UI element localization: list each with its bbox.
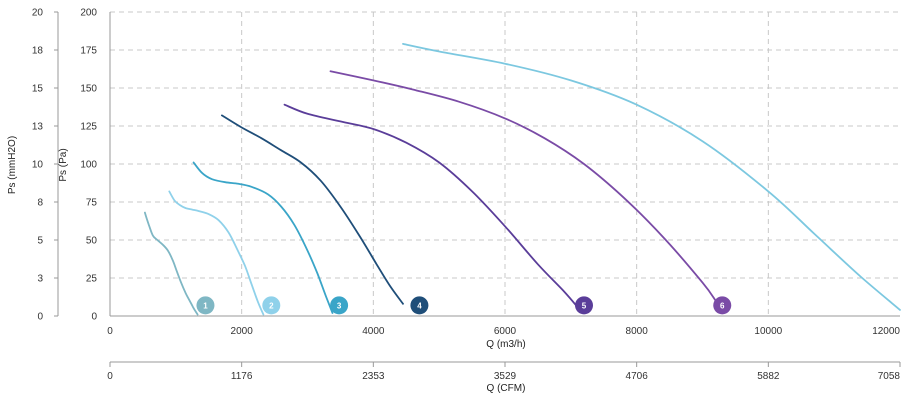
y-tick-label: 125 xyxy=(80,122,97,133)
grid-lines xyxy=(110,11,900,316)
x-tick-label: 10000 xyxy=(754,326,782,337)
curve-badge-label-2: 2 xyxy=(269,301,274,310)
curve-badge-5 xyxy=(575,296,593,315)
y-secondary-tick-label: 3 xyxy=(37,274,43,285)
y-secondary-tick-label: 8 xyxy=(37,198,43,209)
y-secondary-tick-label: 10 xyxy=(32,160,44,171)
series-curve-1 xyxy=(144,211,199,316)
y-secondary-tick-label: 18 xyxy=(32,46,44,57)
curve-badge-4 xyxy=(410,296,429,315)
y-secondary-tick-label: 5 xyxy=(37,236,43,247)
axes xyxy=(54,11,901,367)
y-secondary-tick-label: 15 xyxy=(32,84,44,95)
y-axis-title: Ps (Pa) xyxy=(58,148,69,181)
x-tick-label: 12000 xyxy=(872,326,900,337)
y-tick-label: 50 xyxy=(86,236,98,247)
x-axis-title: Q (m3/h) xyxy=(486,339,525,350)
x-tick-label: 0 xyxy=(107,326,113,337)
x-tick-label: 4000 xyxy=(362,326,385,337)
curve-badge-label-6: 6 xyxy=(720,301,725,310)
series-curve-3 xyxy=(192,161,334,314)
y-secondary-tick-label: 0 xyxy=(37,312,43,323)
x-secondary-tick-label: 1176 xyxy=(231,371,253,382)
curve-badge-3 xyxy=(330,296,349,315)
x-tick-label: 6000 xyxy=(494,326,517,337)
y-tick-label: 0 xyxy=(91,312,97,323)
x-tick-label: 2000 xyxy=(231,326,254,337)
curve-badge-2 xyxy=(262,296,281,315)
x-tick-label: 8000 xyxy=(626,326,649,337)
y-secondary-tick-label: 13 xyxy=(32,122,44,133)
y-tick-label: 100 xyxy=(80,160,97,171)
x-secondary-tick-label: 5882 xyxy=(757,371,780,382)
x-secondary-tick-label: 0 xyxy=(107,371,113,382)
curve-badge-label-5: 5 xyxy=(582,301,587,310)
curve-badge-1 xyxy=(196,296,215,315)
y-tick-label: 175 xyxy=(80,46,97,57)
series-curve-unlabeled xyxy=(402,43,901,311)
series-curve-5 xyxy=(283,103,579,308)
y-axis-secondary-title: Ps (mmH2O) xyxy=(7,136,18,194)
curve-badges: 1 2 3 4 5 6 xyxy=(196,296,732,315)
series-curve-4 xyxy=(221,114,404,305)
x-secondary-tick-label: 2353 xyxy=(362,371,385,382)
series-curve-2 xyxy=(168,190,265,316)
y-secondary-tick-label: 20 xyxy=(32,8,44,19)
y-tick-label: 75 xyxy=(86,198,98,209)
curve-badge-label-3: 3 xyxy=(337,301,342,310)
y-tick-label: 200 xyxy=(80,8,97,19)
x-secondary-tick-label: 7058 xyxy=(878,371,901,382)
y-tick-label: 150 xyxy=(80,84,97,95)
series-curves xyxy=(144,43,901,316)
curve-badge-label-4: 4 xyxy=(417,301,422,310)
y-tick-label: 25 xyxy=(86,274,98,285)
x-secondary-tick-label: 4706 xyxy=(626,371,649,382)
x-secondary-tick-label: 3529 xyxy=(494,371,517,382)
series-curve-6 xyxy=(329,70,717,302)
curve-badge-label-1: 1 xyxy=(203,301,208,310)
curve-badge-6 xyxy=(713,296,732,315)
x-axis-secondary-title: Q (CFM) xyxy=(487,383,526,394)
